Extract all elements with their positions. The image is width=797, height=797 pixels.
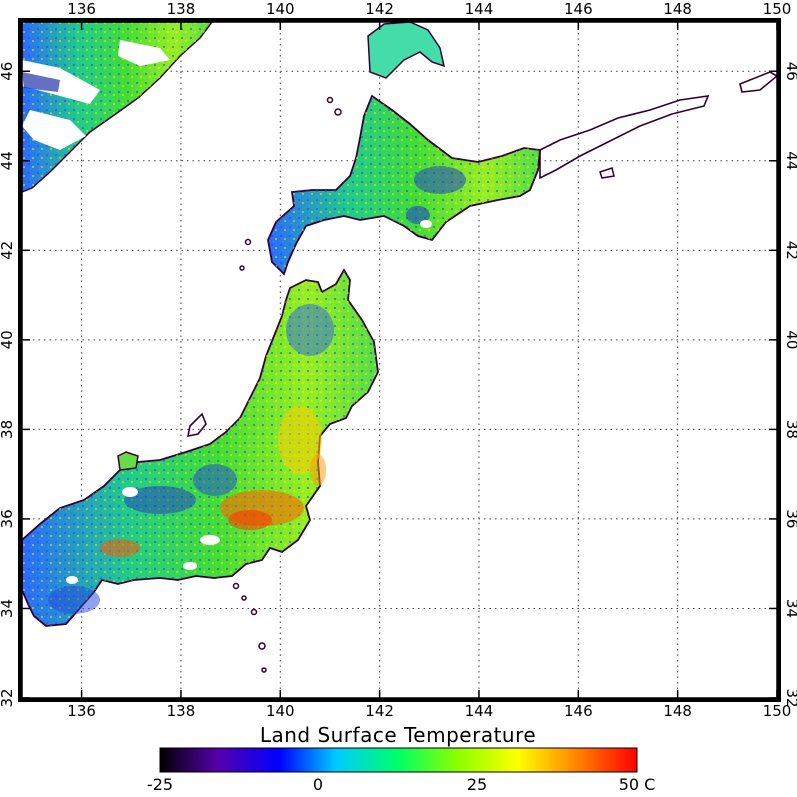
lon-tick-label-bottom: 146 (564, 702, 593, 720)
lon-tick-label-top: 148 (663, 0, 692, 18)
lat-tick-label-right: 44 (783, 151, 797, 170)
sado-island-outline (186, 412, 207, 438)
lon-tick-label-top: 138 (167, 0, 196, 18)
colorbar: Land Surface Temperature -25 0 25 50 C (147, 723, 655, 794)
lat-tick-label-left: 44 (0, 151, 16, 170)
lon-tick-label-bottom: 144 (465, 702, 494, 720)
map-ticks: 136 136 138 138 140 140 142 142 144 144 146 146 148 1… (0, 0, 797, 720)
lon-tick-label-bottom: 148 (663, 702, 692, 720)
lat-tick-label-left: 32 (0, 688, 16, 707)
lon-tick-label-bottom: 150 (763, 702, 792, 720)
colorbar-label-zero: 0 (313, 775, 323, 794)
lon-tick-label-top: 144 (465, 0, 494, 18)
lat-tick-label-right: 46 (783, 62, 797, 81)
lat-tick-label-right: 40 (783, 330, 797, 349)
lat-tick-label-right: 32 (783, 688, 797, 707)
colorbar-title: Land Surface Temperature (260, 723, 536, 747)
lat-tick-label-left: 36 (0, 509, 16, 528)
lon-tick-label-top: 136 (67, 0, 96, 18)
colorbar-ramp (159, 747, 638, 773)
lat-tick-label-right: 34 (783, 599, 797, 618)
cloud-area (22, 110, 86, 150)
lon-tick-label-bottom: 138 (167, 702, 196, 720)
lon-tick-label-top: 140 (266, 0, 295, 18)
colorbar-label-max: 50 C (619, 775, 656, 794)
lon-tick-label-top: 146 (564, 0, 593, 18)
lon-tick-label-bottom: 136 (67, 702, 96, 720)
cloud-area (22, 60, 100, 104)
lat-tick-label-left: 40 (0, 330, 16, 349)
lon-tick-label-top: 142 (365, 0, 394, 18)
colorbar-label-mid: 25 (467, 775, 487, 794)
lon-tick-label-bottom: 142 (365, 702, 394, 720)
mainland-landmass (22, 22, 213, 193)
lat-tick-label-left: 42 (0, 241, 16, 260)
lon-tick-label-top: 150 (763, 0, 792, 18)
lat-tick-label-left: 46 (0, 62, 16, 81)
hokkaido-landmass (267, 94, 541, 276)
lat-tick-label-left: 34 (0, 599, 16, 618)
lon-tick-label-bottom: 140 (266, 702, 295, 720)
honshu-landmass (22, 268, 379, 627)
colorbar-label-min: -25 (147, 775, 173, 794)
kuril-islands-outline (539, 95, 710, 180)
lat-tick-label-left: 38 (0, 420, 16, 439)
lat-tick-label-right: 38 (783, 420, 797, 439)
noto-peninsula (117, 451, 139, 471)
izu-islands (232, 582, 267, 673)
cloud-area (118, 40, 170, 66)
lat-tick-label-right: 42 (783, 241, 797, 260)
lat-tick-label-right: 36 (783, 509, 797, 528)
